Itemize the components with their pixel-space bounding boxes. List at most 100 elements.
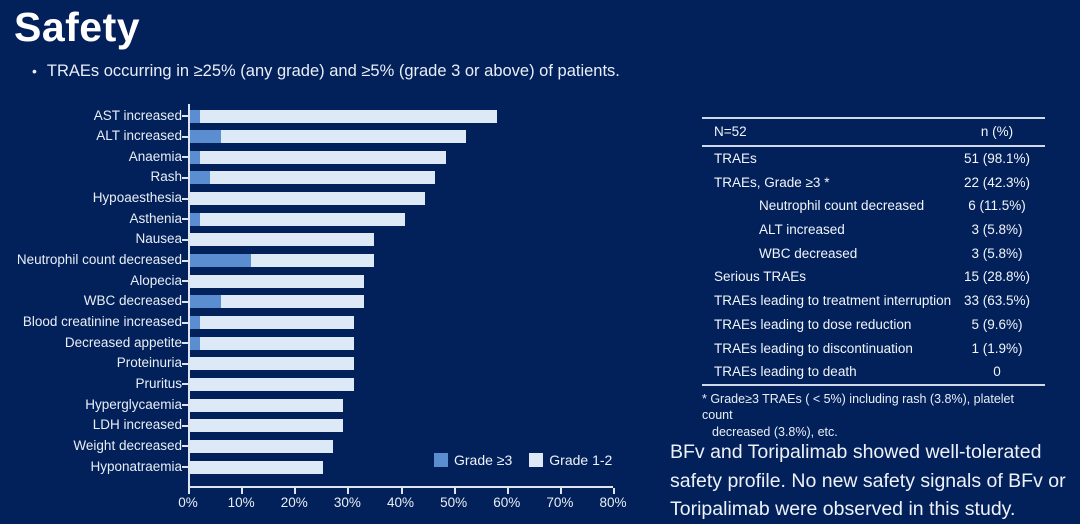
legend-item: Grade ≥3 bbox=[434, 452, 512, 468]
table-header-row: N=52 n (%) bbox=[702, 119, 1045, 145]
table-row-value: 5 (9.6%) bbox=[971, 316, 1023, 332]
table-row-label: WBC decreased bbox=[759, 245, 858, 261]
legend-swatch-icon bbox=[434, 453, 448, 467]
bar-grade12-segment bbox=[190, 357, 354, 371]
bar-grade3-segment bbox=[190, 336, 201, 350]
table-row: TRAEs leading to death 0 bbox=[702, 360, 1045, 384]
table-footnote: * Grade≥3 TRAEs ( < 5%) including rash (… bbox=[702, 391, 1045, 441]
x-axis-tick bbox=[453, 488, 456, 494]
bullet-text: TRAEs occurring in ≥25% (any grade) and … bbox=[46, 62, 620, 80]
category-label: Proteinuria bbox=[116, 355, 182, 371]
table-row-label: TRAEs, Grade ≥3 * bbox=[714, 174, 830, 190]
x-tick-label: 80% bbox=[599, 495, 627, 510]
table-row-value: 33 (63.5%) bbox=[963, 293, 1031, 309]
category-label: Decreased appetite bbox=[64, 334, 182, 350]
table-row-label: TRAEs leading to treatment interruption bbox=[714, 293, 952, 309]
category-label: Rash bbox=[150, 169, 182, 185]
bar-grade12-segment bbox=[190, 109, 497, 123]
table-row: ALT increased 3 (5.8%) bbox=[702, 218, 1045, 242]
table-row-value: 6 (11.5%) bbox=[968, 198, 1026, 214]
table-body: TRAEs 51 (98.1%) TRAEs, Grade ≥3 * 22 (42.3… bbox=[702, 147, 1045, 384]
table-row-value: 0 bbox=[993, 364, 1001, 380]
y-axis-tick bbox=[182, 300, 188, 303]
x-axis-tick bbox=[241, 488, 244, 494]
category-label: Hyperglycaemia bbox=[85, 396, 182, 412]
table-row: TRAEs leading to dose reduction 5 (9.6%) bbox=[702, 313, 1045, 337]
bar-grade3-segment bbox=[190, 130, 221, 144]
y-axis-tick bbox=[182, 218, 188, 221]
bar-grade12-segment bbox=[190, 130, 466, 144]
category-label: AST increased bbox=[93, 107, 182, 123]
legend: Grade ≥3 Grade 1-2 bbox=[434, 452, 620, 468]
x-tick-label: 70% bbox=[546, 495, 574, 510]
bar-grade3-segment bbox=[190, 254, 252, 267]
conclusion-line-1: BFv and Toripalimab showed well-tolerate… bbox=[670, 441, 1042, 463]
legend-swatch-icon bbox=[529, 453, 544, 467]
category-label: LDH increased bbox=[92, 417, 182, 433]
table-row: Neutrophil count decreased 6 (11.5%) bbox=[702, 194, 1045, 218]
x-axis-tick bbox=[506, 488, 509, 494]
category-label: Blood creatinine increased bbox=[22, 314, 182, 329]
bar-grade12-segment bbox=[190, 233, 374, 247]
x-tick-label: 0% bbox=[178, 495, 198, 510]
bar-grade3-segment bbox=[190, 212, 201, 226]
table-row-label: TRAEs leading to death bbox=[714, 364, 857, 380]
table-row-value: 1 (1.9%) bbox=[971, 340, 1023, 356]
y-axis-tick bbox=[182, 424, 188, 427]
x-axis-tick bbox=[400, 488, 403, 494]
x-tick-label: 60% bbox=[493, 495, 521, 510]
x-tick-label: 50% bbox=[440, 495, 468, 510]
y-axis-tick bbox=[182, 176, 188, 179]
category-label: Pruritus bbox=[135, 375, 182, 391]
table-row: TRAEs, Grade ≥3 * 22 (42.3%) bbox=[702, 171, 1045, 195]
bar-grade3-segment bbox=[190, 150, 201, 164]
table-header-npct: n (%) bbox=[980, 124, 1014, 139]
bar-grade12-segment bbox=[190, 274, 364, 288]
safety-table: N=52 n (%) TRAEs 51 (98.1%) TRAEs, Grade ≥… bbox=[702, 117, 1045, 440]
table-row-label: Neutrophil count decreased bbox=[759, 198, 925, 214]
footnote-line-2: decreased (3.8%), etc. bbox=[712, 424, 838, 439]
conclusion-text: BFv and Toripalimab showed well-tolerate… bbox=[670, 438, 1075, 524]
table-header-n: N=52 bbox=[714, 124, 747, 139]
category-label: WBC decreased bbox=[83, 293, 182, 309]
legend-label: Grade ≥3 bbox=[454, 452, 513, 468]
conclusion-line-3: Toripalimab were observed in this study. bbox=[670, 498, 1016, 520]
x-axis-tick bbox=[559, 488, 562, 494]
plot-area bbox=[188, 104, 613, 488]
bar-grade12-segment bbox=[190, 398, 343, 412]
y-axis-tick bbox=[182, 445, 188, 448]
y-axis-tick bbox=[182, 466, 188, 468]
y-axis-tick bbox=[182, 321, 188, 324]
category-label: Asthenia bbox=[129, 210, 182, 226]
y-axis-tick bbox=[182, 115, 188, 117]
category-label: Hyponatraemia bbox=[90, 458, 182, 474]
legend-label: Grade 1-2 bbox=[549, 452, 613, 468]
table-header-rule bbox=[702, 145, 1045, 147]
y-axis-tick bbox=[182, 156, 188, 159]
table-row-value: 15 (28.8%) bbox=[963, 269, 1031, 285]
x-tick-label: 40% bbox=[386, 495, 415, 510]
x-axis-tick bbox=[294, 488, 297, 494]
category-label: Hypoaesthesia bbox=[92, 190, 182, 206]
table-row: TRAEs 51 (98.1%) bbox=[702, 147, 1045, 171]
table-row-label: TRAEs leading to discontinuation bbox=[714, 340, 913, 356]
table-row-value: 3 (5.8%) bbox=[971, 222, 1023, 238]
table-row-label: Serious TRAEs bbox=[714, 269, 807, 285]
y-axis-tick bbox=[182, 362, 188, 365]
table-row-label: TRAEs bbox=[714, 151, 757, 166]
x-axis-tick bbox=[613, 488, 615, 494]
bar-grade3-segment bbox=[190, 295, 221, 309]
table-row: TRAEs leading to treatment interruption 3… bbox=[702, 289, 1045, 313]
y-axis-tick bbox=[182, 404, 188, 407]
bar-grade12-segment bbox=[190, 150, 446, 164]
legend-item: Grade 1-2 bbox=[529, 452, 612, 468]
bar-grade12-segment bbox=[190, 192, 425, 206]
x-tick-label: 10% bbox=[227, 495, 255, 510]
bar-grade12-segment bbox=[190, 295, 364, 309]
x-axis-tick bbox=[347, 488, 350, 494]
table-top-rule bbox=[702, 117, 1045, 119]
x-axis-tick bbox=[188, 488, 190, 494]
bar-grade12-segment bbox=[190, 439, 333, 453]
table-row: WBC decreased 3 (5.8%) bbox=[702, 242, 1045, 266]
